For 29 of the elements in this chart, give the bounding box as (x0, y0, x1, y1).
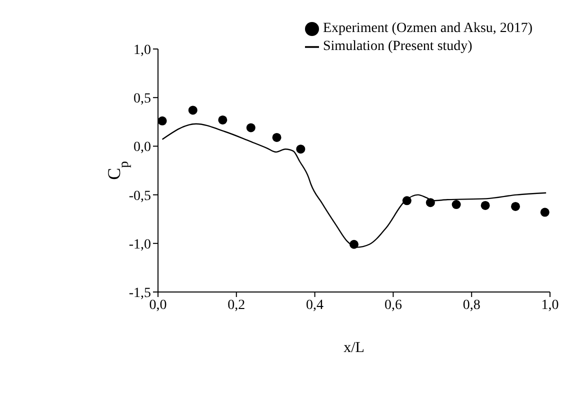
y-tick-label: -0,5 (128, 188, 151, 204)
x-tick-label: 1,0 (541, 298, 559, 313)
y-tick-label: 0,5 (134, 92, 151, 107)
x-tick-label: 0,4 (306, 298, 324, 313)
point (158, 116, 167, 126)
point (246, 123, 256, 132)
y-tick-label: 1,0 (134, 42, 151, 58)
point (272, 132, 282, 142)
legend-label: Experiment (Ozmen and Aksu, 2017) (323, 21, 533, 36)
y-tick-label: 0,0 (134, 140, 151, 156)
x-axis-title: x/L (344, 340, 364, 356)
x-tick-label: 0,6 (384, 298, 402, 313)
point (480, 200, 490, 210)
point (218, 115, 228, 124)
point (426, 198, 435, 208)
legend-label: Simulation (Present study) (323, 39, 472, 54)
x-tick-label: 0,2 (228, 298, 246, 313)
point (452, 200, 461, 210)
x-tick-label: 0,0 (149, 298, 167, 313)
y-tick-label: -1,0 (128, 237, 151, 252)
point (540, 208, 550, 217)
x-tick-label: 0,8 (462, 298, 480, 313)
point (350, 240, 358, 249)
y-tick-label: -1,5 (128, 286, 151, 301)
point (511, 202, 520, 211)
point (296, 144, 306, 154)
point (402, 196, 412, 206)
line-series (162, 123, 547, 248)
point (188, 106, 198, 115)
